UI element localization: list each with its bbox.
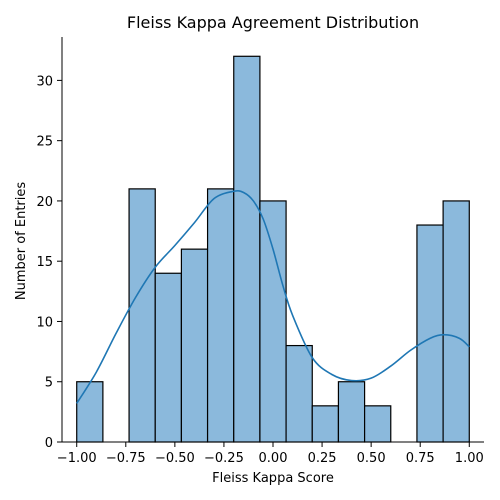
histogram-bar [442,200,470,443]
y-tick-label: 0 [45,436,53,451]
x-tick-label: 1.00 [455,451,484,466]
x-tick-label: −0.50 [155,451,195,466]
x-tick-label: 0.00 [259,451,288,466]
histogram-bar [206,188,235,443]
histogram-bar [154,272,183,443]
histogram-bar [233,55,261,443]
x-axis-label: Fleiss Kappa Score [212,471,334,486]
y-tick-label: 15 [36,255,53,270]
x-tick-label: −0.75 [106,451,146,466]
x-tick-label: −0.25 [204,451,244,466]
y-tick-label: 20 [36,195,53,210]
x-tick-label: 0.25 [308,451,337,466]
y-ticks: 0 5 10 15 20 25 30 [36,74,62,451]
histogram-bar [311,405,340,443]
x-tick-label: 0.50 [357,451,386,466]
histogram-bars [76,55,470,443]
y-tick-label: 30 [36,74,53,89]
histogram-bar [128,188,156,443]
histogram-bar [259,200,287,443]
histogram-bar [76,381,104,443]
y-tick-label: 25 [36,135,53,150]
histogram-bar [337,381,366,443]
y-tick-label: 5 [45,376,53,391]
histogram-bar [180,248,209,443]
y-tick-label: 10 [36,315,53,330]
x-tick-label: 0.75 [406,451,435,466]
y-axis-label: Number of Entries [14,182,29,301]
histogram-bar [363,405,392,443]
x-ticks: −1.00 −0.75 −0.50 −0.25 0.00 0.25 0.50 0.75 1.00 [57,442,484,466]
histogram-bar [285,344,313,443]
kde-curve [76,190,470,404]
x-tick-label: −1.00 [57,451,97,466]
histogram-bar [416,224,444,443]
chart-title: Fleiss Kappa Agreement Distribution [127,13,419,32]
